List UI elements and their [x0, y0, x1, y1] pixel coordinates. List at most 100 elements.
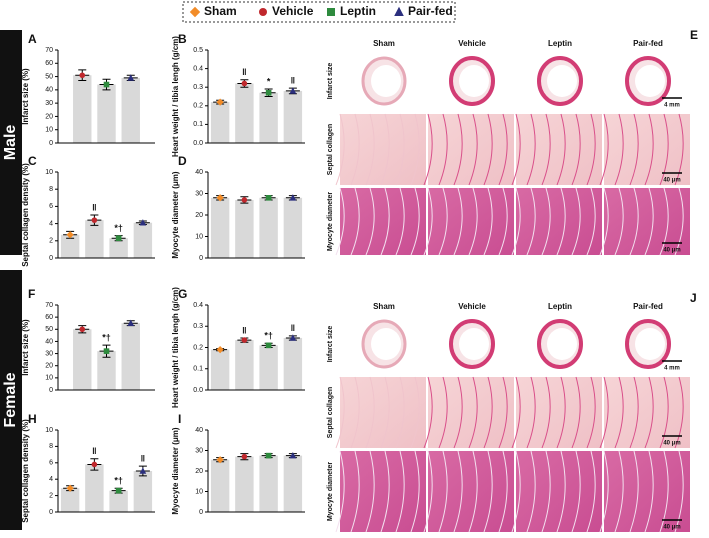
- y-tick-label: 30: [195, 447, 203, 454]
- tissue-fiber: [659, 113, 669, 186]
- bar: [97, 84, 116, 143]
- y-tick-label: 10: [195, 488, 203, 495]
- mean-marker: [139, 219, 147, 226]
- annotation: ‖: [291, 76, 295, 86]
- legend-label: Sham: [204, 4, 237, 18]
- mean-marker: [289, 451, 297, 459]
- scale-bar-label: 40 μm: [663, 525, 680, 531]
- panel-label: B: [178, 32, 187, 46]
- legend-label: Pair-fed: [408, 4, 453, 18]
- tissue-fiber: [511, 450, 521, 533]
- tissue-fiber: [410, 187, 420, 256]
- y-tick-label: 20: [195, 212, 203, 219]
- tissue-fiber: [599, 113, 609, 186]
- tissue-fiber: [395, 113, 405, 186]
- tissue-fiber: [410, 113, 420, 186]
- mean-marker: [115, 235, 122, 242]
- y-tick-label: 10: [195, 233, 203, 240]
- y-tick-label: 0: [199, 255, 203, 262]
- tissue-fiber: [614, 113, 624, 186]
- y-tick-label: 8: [49, 186, 53, 193]
- tissue-fiber: [498, 187, 508, 256]
- tissue-fiber: [599, 187, 609, 256]
- tissue-fiber: [423, 450, 433, 533]
- scale-bar-label: 4 mm: [664, 103, 680, 109]
- y-tick-label: 0.0: [193, 140, 203, 147]
- bar: [235, 340, 254, 390]
- tissue-fiber: [541, 450, 551, 533]
- row-label: Septal collagen: [327, 387, 334, 438]
- bar: [235, 456, 254, 512]
- tissue-fiber: [350, 187, 360, 256]
- y-tick-label: 0.5: [193, 47, 203, 54]
- tissue-fiber: [511, 376, 521, 449]
- mean-marker: [265, 195, 272, 201]
- micrograph: [340, 188, 426, 255]
- annotation: ‖: [92, 446, 96, 456]
- mean-marker: [265, 89, 272, 96]
- panel-label: E: [690, 28, 698, 42]
- y-axis-label: Heart weight / tibia lengh (g/cm): [171, 287, 180, 408]
- axis: [57, 50, 155, 144]
- tissue-fiber: [498, 376, 508, 449]
- bar: [109, 490, 128, 512]
- scale-bar-label: 4 mm: [664, 366, 680, 372]
- bar: [235, 83, 254, 143]
- tissue-fiber: [483, 113, 493, 186]
- tissue-fiber: [659, 376, 669, 449]
- y-axis-label: Infarct size (%): [21, 319, 30, 376]
- tissue-fiber: [365, 376, 375, 449]
- micrograph: [340, 114, 426, 185]
- mean-marker: [127, 319, 135, 327]
- annotation: *†: [114, 223, 123, 233]
- column-label: Pair-fed: [633, 39, 663, 48]
- micrograph: [516, 451, 602, 532]
- tissue-fiber: [511, 113, 521, 186]
- bar: [210, 349, 230, 390]
- tissue-fiber: [644, 450, 654, 533]
- legend-marker: [327, 8, 335, 16]
- mean-marker: [91, 217, 98, 223]
- mean-marker: [216, 98, 224, 106]
- scale-bar-label: 40 μm: [663, 178, 680, 184]
- y-tick-label: 10: [45, 127, 53, 134]
- bar: [97, 351, 116, 390]
- annotation: *†: [264, 331, 273, 341]
- tissue-fiber: [438, 450, 448, 533]
- panel-label: H: [28, 412, 37, 426]
- y-tick-label: 0.1: [193, 366, 203, 373]
- annotation: *†: [102, 332, 111, 342]
- axis: [207, 305, 305, 391]
- heart-lumen: [459, 328, 489, 360]
- y-tick-label: 50: [45, 326, 53, 333]
- y-tick-label: 0: [199, 509, 203, 516]
- row-label: Infarct size: [327, 63, 334, 100]
- annotation: ‖: [242, 67, 246, 77]
- mean-marker: [216, 456, 224, 464]
- y-tick-label: 0.4: [193, 65, 203, 72]
- axis: [57, 430, 155, 513]
- y-tick-label: 2: [49, 238, 53, 245]
- tissue-fiber: [468, 376, 478, 449]
- y-tick-label: 40: [45, 87, 53, 94]
- y-tick-label: 0.1: [193, 121, 203, 128]
- y-axis-label: Heart weight / tibia lengh (g/cm): [171, 36, 180, 157]
- panel-label: I: [178, 412, 181, 426]
- tissue-fiber: [629, 187, 639, 256]
- tissue-fiber: [599, 376, 609, 449]
- tissue-fiber: [468, 450, 478, 533]
- mean-marker: [289, 87, 297, 94]
- axis: [207, 430, 305, 513]
- micrograph: [340, 451, 426, 532]
- tissue-fiber: [599, 450, 609, 533]
- legend-box: [182, 1, 456, 23]
- y-tick-label: 0: [49, 255, 53, 262]
- tissue-fiber: [526, 376, 536, 449]
- panel-label: G: [178, 287, 187, 301]
- tissue-fiber: [395, 187, 405, 256]
- tissue-fiber: [498, 113, 508, 186]
- micrograph: [516, 188, 602, 255]
- tissue-fiber: [453, 187, 463, 256]
- mean-marker: [127, 74, 135, 81]
- tissue-fiber: [483, 450, 493, 533]
